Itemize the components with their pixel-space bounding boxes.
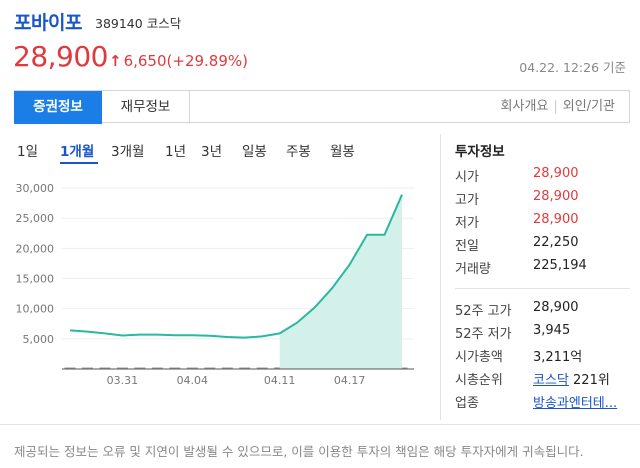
info-value-high: 28,900 (533, 189, 579, 204)
period-3m[interactable]: 3개월 (111, 144, 145, 160)
tab-financial-info[interactable]: 재무정보 (102, 91, 190, 124)
tab-company-overview[interactable]: 회사개요 (500, 99, 549, 114)
info-label-market-cap: 시가총액 (455, 350, 503, 365)
info-label-volume: 거래량 (455, 262, 491, 277)
chart-y-tick-label: 15,000 (16, 273, 55, 286)
info-value-open: 28,900 (533, 166, 579, 181)
market-link[interactable]: 코스닥 (533, 373, 569, 388)
chart-y-tick-label: 25,000 (16, 212, 55, 225)
chart-x-tick-label: 03.31 (107, 374, 139, 387)
volume-bar (81, 367, 93, 369)
volume-bar (204, 367, 216, 369)
tab-securities-info[interactable]: 증권정보 (14, 91, 102, 124)
invest-info-title: 투자정보 (455, 144, 505, 160)
info-label-high: 고가 (455, 193, 479, 208)
chart-y-tick-label: 30,000 (16, 182, 55, 195)
info-value-industry: 방송과엔터테... (533, 392, 617, 411)
price-change-value: 6,650(+29.89%) (123, 52, 248, 70)
info-value-prev: 22,250 (533, 235, 579, 250)
price-chart[interactable]: 30,000 25,000 20,000 15,000 10,000 5,000 03.3… (0, 170, 440, 395)
info-label-cap-rank: 시총순위 (455, 373, 503, 388)
period-3y[interactable]: 3년 (201, 144, 223, 160)
period-daily[interactable]: 일봉 (242, 144, 267, 160)
period-weekly[interactable]: 주봉 (286, 144, 311, 160)
volume-bar (151, 367, 163, 369)
volume-bar (221, 367, 233, 369)
info-divider (455, 288, 630, 289)
period-active-underline (60, 162, 98, 164)
info-label-low: 저가 (455, 216, 479, 231)
chart-y-tick-label: 5,000 (23, 333, 55, 346)
chart-price-area (279, 194, 402, 369)
price-change: ↑ 6,650(+29.89%) (109, 52, 248, 70)
chart-y-axis-labels: 30,000 25,000 20,000 15,000 10,000 5,000 (16, 182, 55, 346)
timestamp: 04.22. 12:26 기준 (519, 60, 626, 75)
info-label-52w-high: 52주 고가 (455, 304, 512, 319)
current-price: 28,900 (13, 40, 108, 73)
info-label-52w-low: 52주 저가 (455, 327, 512, 342)
period-1d[interactable]: 1일 (17, 144, 39, 160)
footer-divider (0, 424, 640, 425)
rank-text: 221위 (568, 373, 610, 388)
period-1y[interactable]: 1년 (165, 144, 187, 160)
volume-bar (256, 367, 268, 369)
volume-bar (64, 367, 76, 369)
chart-x-tick-label: 04.04 (177, 374, 209, 387)
info-label-industry: 업종 (455, 396, 479, 411)
divider-vertical (440, 134, 441, 420)
chart-x-tick-label: 04.17 (334, 374, 366, 387)
info-value-52w-low: 3,945 (533, 323, 571, 338)
chart-y-tick-label: 20,000 (16, 242, 55, 255)
volume-bar (99, 367, 111, 369)
info-value-cap-rank: 코스닥 221위 (533, 369, 610, 388)
tab-separator: | (553, 99, 558, 114)
chart-x-axis-labels: 03.31 04.04 04.11 04.17 (107, 374, 366, 387)
volume-bar (134, 367, 146, 369)
period-1m[interactable]: 1개월 (60, 144, 95, 160)
tab-right-links: 회사개요 | 외인/기관 (501, 91, 615, 123)
chart-price-line (69, 194, 403, 339)
chart-x-tick-label: 04.11 (264, 374, 296, 387)
volume-bar (116, 367, 128, 369)
volume-bar (239, 367, 251, 369)
chart-gridlines (62, 187, 414, 340)
info-label-open: 시가 (455, 170, 479, 185)
info-label-prev: 전일 (455, 239, 479, 254)
volume-bar (274, 367, 286, 369)
info-value-market-cap: 3,211억 (533, 350, 583, 365)
stock-code-market: 389140 코스닥 (95, 16, 182, 31)
stock-name[interactable]: 포바이포 (14, 12, 82, 34)
up-arrow-icon: ↑ (109, 52, 122, 70)
industry-link[interactable]: 방송과엔터테... (533, 396, 618, 411)
info-value-low: 28,900 (533, 212, 579, 227)
info-value-volume: 225,194 (533, 258, 587, 273)
tab-foreign-institution[interactable]: 외인/기관 (562, 99, 615, 114)
volume-bar (169, 367, 181, 369)
volume-bar (186, 367, 198, 369)
tab-bar: 증권정보 재무정보 회사개요 | 외인/기관 (14, 90, 630, 124)
period-monthly[interactable]: 월봉 (330, 144, 355, 160)
disclaimer-text: 제공되는 정보는 오류 및 지연이 발생될 수 있으므로, 이를 이용한 투자의… (14, 444, 584, 459)
info-value-52w-high: 28,900 (533, 300, 579, 315)
chart-y-tick-label: 10,000 (16, 303, 55, 316)
